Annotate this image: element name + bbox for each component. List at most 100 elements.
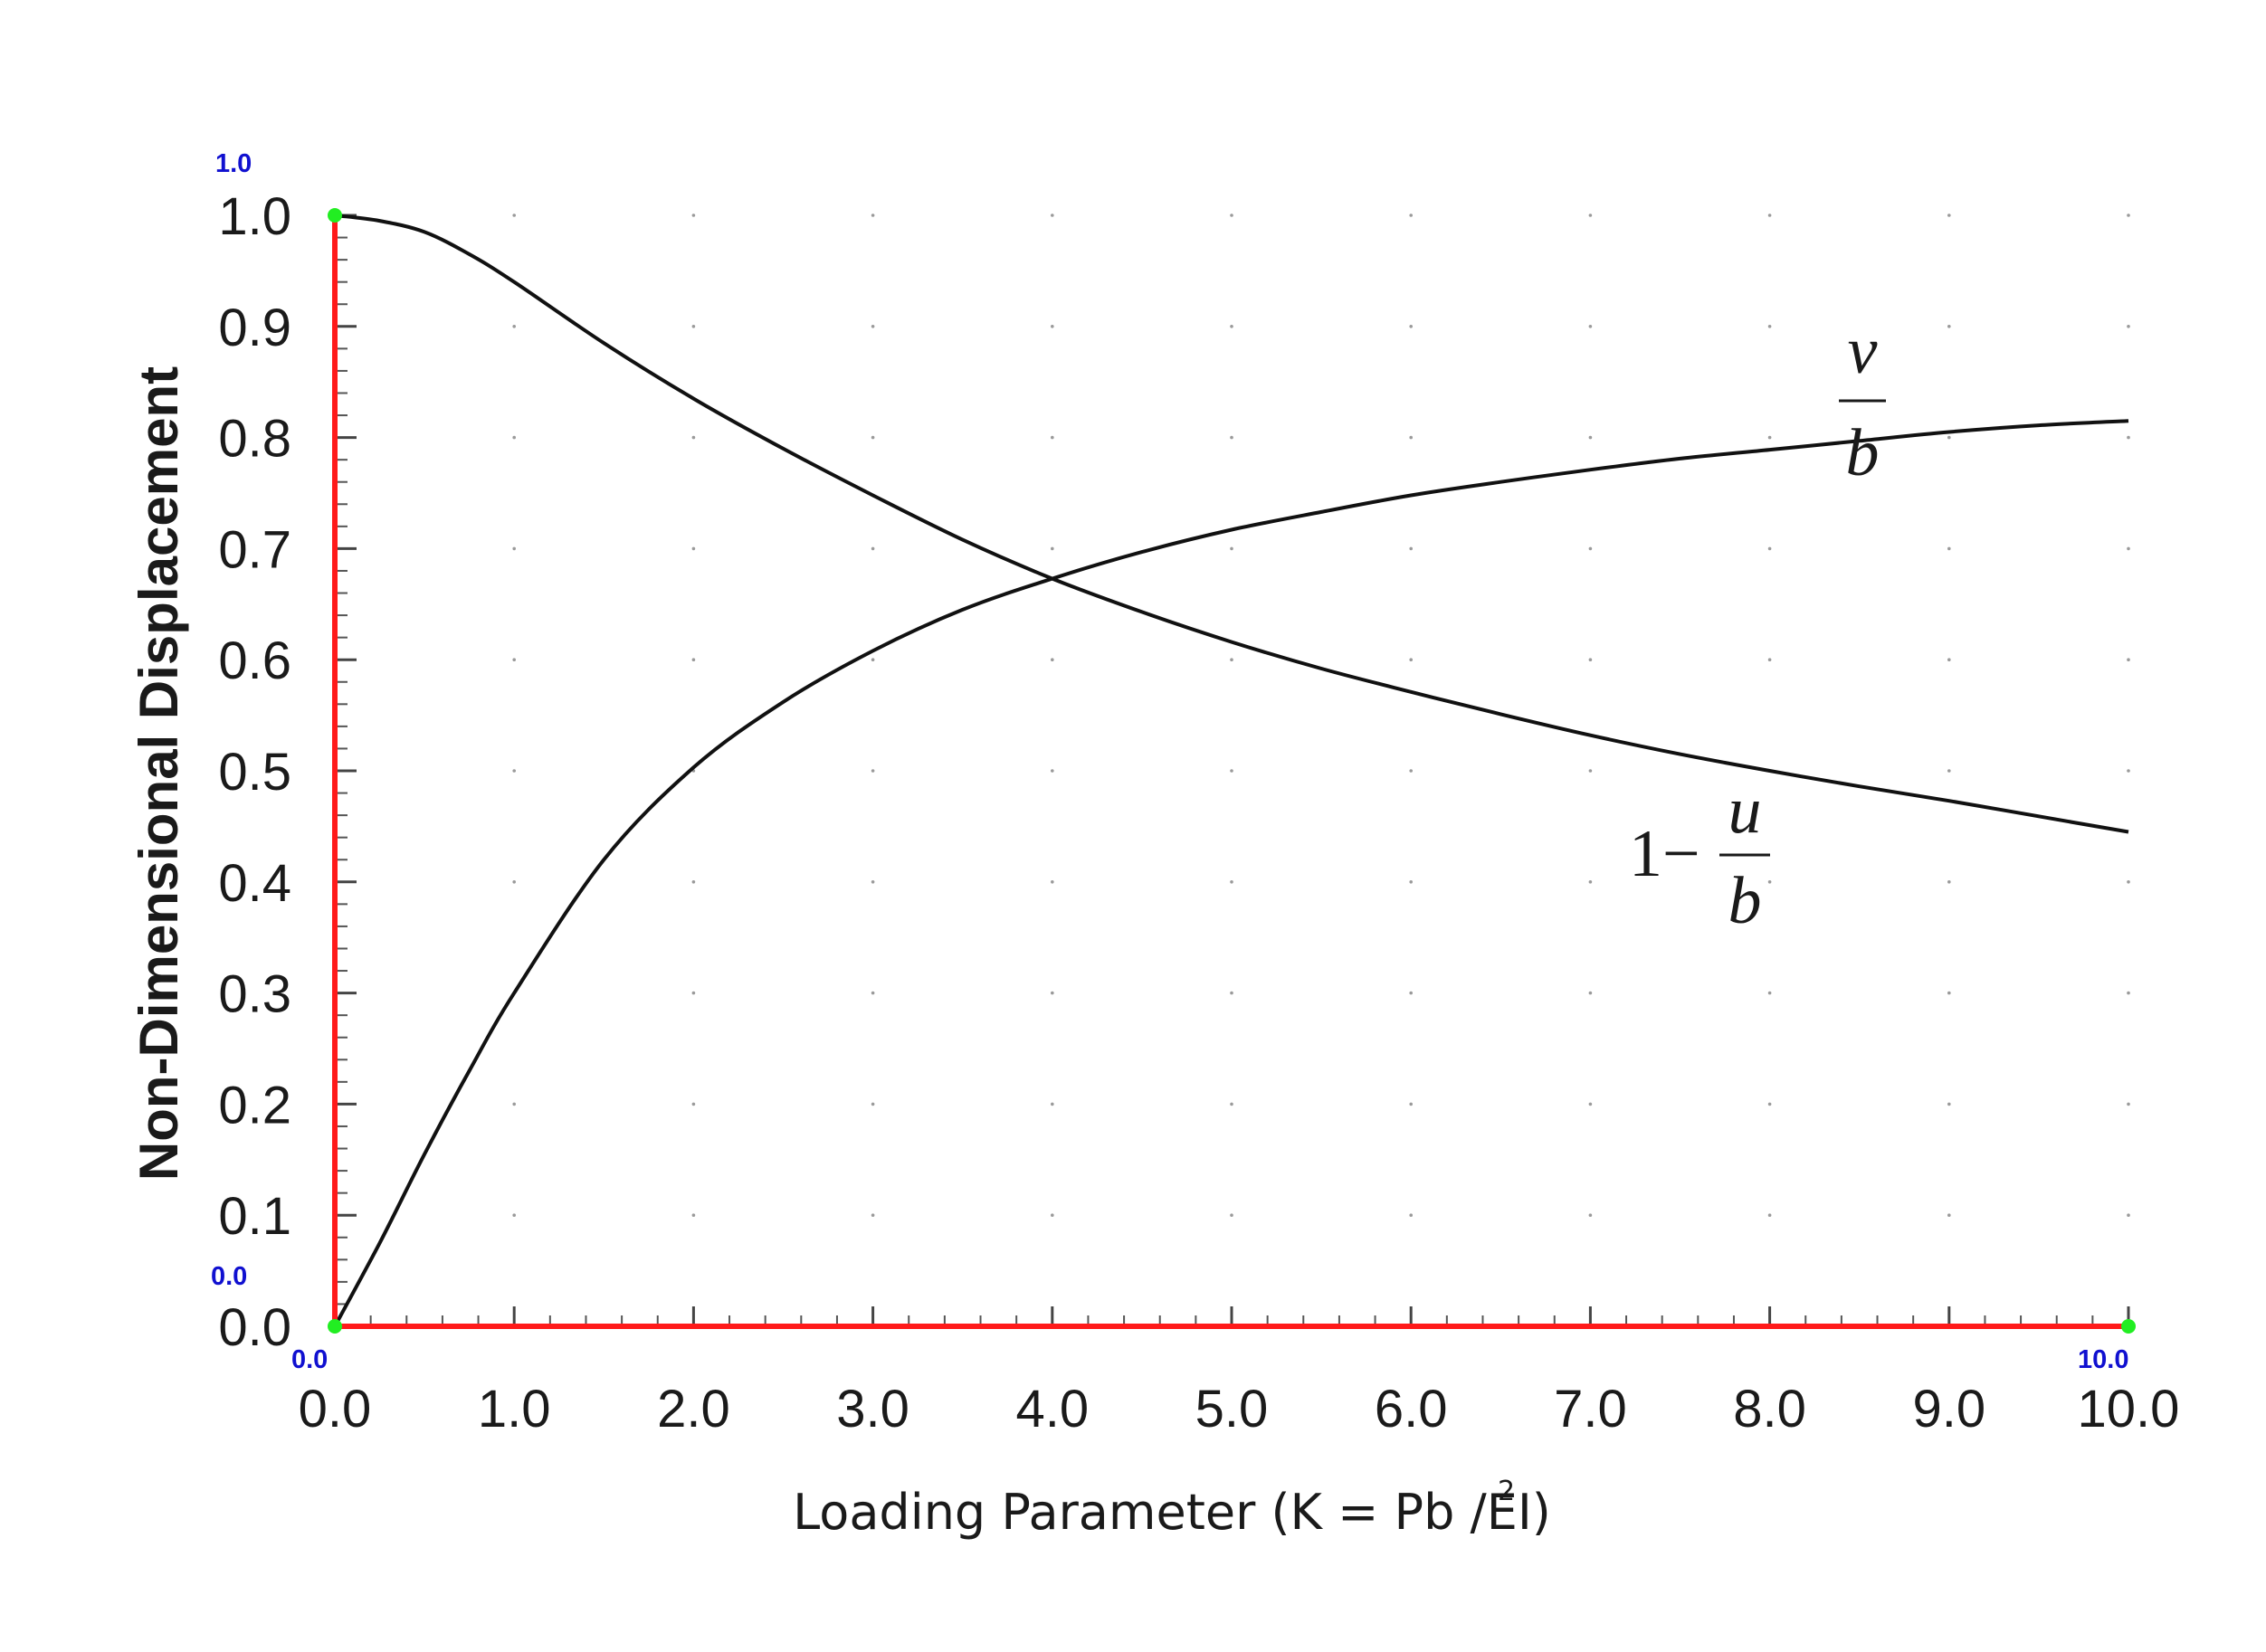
grid-dot xyxy=(1409,880,1413,884)
calibration-markers xyxy=(328,208,2136,1334)
grid-dot xyxy=(691,435,696,440)
grid-dot xyxy=(1409,1213,1413,1217)
grid-dot xyxy=(1588,880,1593,884)
grid-dot xyxy=(871,658,875,661)
grid-dot xyxy=(2127,546,2130,551)
grid-dot xyxy=(2127,1102,2130,1106)
grid-dot xyxy=(1947,1213,1951,1217)
grid-dot xyxy=(1051,546,1054,551)
y-tick-label: 0.7 xyxy=(218,520,291,579)
grid-dot xyxy=(1051,769,1054,773)
grid-dot xyxy=(871,546,875,551)
grid-dot xyxy=(1588,658,1593,661)
grid-dot xyxy=(1409,658,1413,661)
grid-dot xyxy=(512,769,516,773)
grid-dot xyxy=(691,880,696,884)
grid-dot xyxy=(512,546,516,551)
grid-dot xyxy=(2127,435,2130,440)
grid-dot xyxy=(1051,1213,1054,1217)
grid-dot xyxy=(691,325,696,328)
series-label-numerator: v xyxy=(1848,314,1878,388)
grid-dot xyxy=(1767,1213,1772,1217)
grid-dot xyxy=(1051,435,1054,440)
grid-dot xyxy=(1947,880,1951,884)
grid-dot xyxy=(691,1213,696,1217)
series-label-numerator: u xyxy=(1728,774,1762,848)
x-tick-label: 0.0 xyxy=(299,1380,372,1438)
x-tick-label: 4.0 xyxy=(1015,1380,1089,1438)
calib-label-x-left: 0.0 xyxy=(291,1345,328,1374)
grid-dot xyxy=(1230,1102,1233,1106)
grid-dot xyxy=(1588,546,1593,551)
grid-dot xyxy=(1230,435,1233,440)
grid-dot xyxy=(1230,546,1233,551)
y-tick-label: 0.8 xyxy=(218,410,291,469)
axes xyxy=(332,215,2128,1329)
grid-dot xyxy=(2127,1213,2130,1217)
y-tick-label: 0.6 xyxy=(218,631,291,690)
grid-dots xyxy=(512,214,2130,1217)
grid-dot xyxy=(871,991,875,995)
grid-dot xyxy=(1588,325,1593,328)
grid-dot xyxy=(1767,435,1772,440)
calibration-dot xyxy=(328,1319,342,1334)
major-ticks xyxy=(333,214,2130,1328)
grid-dot xyxy=(871,214,875,217)
series-label-denominator: b xyxy=(1728,864,1762,938)
x-axis-label-superscript: 2 xyxy=(1498,1476,1515,1507)
grid-dot xyxy=(1767,991,1772,995)
series-label-v-over-b: v b xyxy=(1839,314,1886,490)
grid-dot xyxy=(871,435,875,440)
grid-dot xyxy=(1588,1102,1593,1106)
x-tick-label: 9.0 xyxy=(1912,1380,1985,1438)
grid-dot xyxy=(691,1102,696,1106)
grid-dot xyxy=(1767,658,1772,661)
x-axis-label: Loading Parameter (K = Pb /EI) xyxy=(793,1484,1551,1541)
grid-dot xyxy=(1230,769,1233,773)
x-tick-label: 7.0 xyxy=(1554,1380,1627,1438)
grid-dot xyxy=(691,546,696,551)
y-tick-label: 0.3 xyxy=(218,965,291,1024)
grid-dot xyxy=(1947,214,1951,217)
grid-dot xyxy=(1051,991,1054,995)
grid-dot xyxy=(1230,991,1233,995)
calib-label-y-top: 1.0 xyxy=(215,149,252,178)
grid-dot xyxy=(1947,435,1951,440)
grid-dot xyxy=(1230,658,1233,661)
grid-dot xyxy=(512,1213,516,1217)
grid-dot xyxy=(1409,325,1413,328)
grid-dot xyxy=(1409,769,1413,773)
y-tick-labels: 0.0 0.1 0.2 0.3 0.4 0.5 0.6 0.7 0.8 0.9 1.0 xyxy=(218,187,291,1357)
x-tick-label: 10.0 xyxy=(2078,1380,2180,1438)
grid-dot xyxy=(2127,991,2130,995)
grid-dot xyxy=(1409,546,1413,551)
grid-dot xyxy=(512,1102,516,1106)
grid-dot xyxy=(2127,325,2130,328)
grid-dot xyxy=(1230,880,1233,884)
grid-dot xyxy=(1230,325,1233,328)
grid-dot xyxy=(1588,991,1593,995)
series-label-lead: 1− xyxy=(1629,817,1700,891)
y-tick-label: 0.9 xyxy=(218,299,291,357)
grid-dot xyxy=(691,991,696,995)
y-tick-label: 1.0 xyxy=(218,187,291,246)
y-axis-label: Non-Dimensional Displacement xyxy=(129,366,189,1181)
grid-dot xyxy=(512,658,516,661)
grid-dot xyxy=(1409,991,1413,995)
grid-dot xyxy=(871,880,875,884)
grid-dot xyxy=(2127,769,2130,773)
x-tick-labels: 0.0 1.0 2.0 3.0 4.0 5.0 6.0 7.0 8.0 9.0 10.0 xyxy=(299,1380,2180,1438)
x-tick-label: 5.0 xyxy=(1195,1380,1269,1438)
grid-dot xyxy=(1051,325,1054,328)
calib-label-y-bottom: 0.0 xyxy=(211,1262,247,1291)
grid-dot xyxy=(1767,546,1772,551)
grid-dot xyxy=(1947,325,1951,328)
grid-dot xyxy=(1767,1102,1772,1106)
grid-dot xyxy=(871,325,875,328)
grid-dot xyxy=(1409,1102,1413,1106)
x-tick-label: 3.0 xyxy=(836,1380,909,1438)
y-tick-label: 0.0 xyxy=(218,1298,291,1357)
x-tick-label: 2.0 xyxy=(657,1380,730,1438)
grid-dot xyxy=(1588,769,1593,773)
grid-dot xyxy=(691,658,696,661)
